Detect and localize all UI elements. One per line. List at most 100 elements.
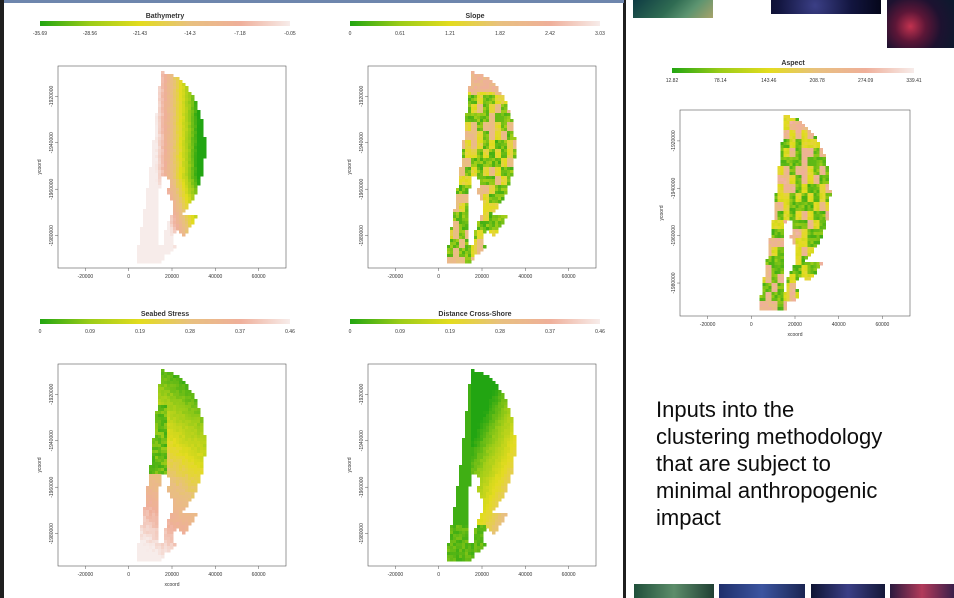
y-tick-label: -1980000 xyxy=(49,523,55,544)
y-tick-label: -1980000 xyxy=(671,272,677,293)
legend-tick-label: -7.18 xyxy=(234,31,246,37)
y-tick-label: -1980000 xyxy=(49,225,55,246)
legend-tick-label: 0.46 xyxy=(285,329,295,335)
x-tick-label: 20000 xyxy=(165,572,179,578)
legend-tick-label: 0.61 xyxy=(395,31,405,37)
footer-photo-3 xyxy=(811,584,885,598)
x-tick-label: -20000 xyxy=(388,274,404,280)
legend-title: Aspect xyxy=(781,60,805,67)
legend-tick-label: -35.69 xyxy=(33,31,47,37)
y-tick-label: -1960000 xyxy=(49,178,55,199)
y-tick-label: -1980000 xyxy=(359,523,365,544)
legend-tick-label: 1.82 xyxy=(495,31,505,37)
legend-color-bar xyxy=(350,21,600,26)
footer-photo-4 xyxy=(890,584,954,598)
x-tick-label: 20000 xyxy=(475,572,489,578)
bathymetry-map: Bathymetry -35.69 -28.56 -21.43 -14.3 -7.18 -0… xyxy=(33,13,296,280)
x-tick-label: -20000 xyxy=(700,322,716,328)
map-panel-distance-cross-shore: Distance Cross-Shore 0 0.09 0.19 0.28 0.37 0.4… xyxy=(338,304,620,598)
legend-tick-label: 12.82 xyxy=(666,78,679,84)
legend-color-bar xyxy=(672,68,914,73)
x-tick-label: 60000 xyxy=(252,274,266,280)
legend-title: Distance Cross-Shore xyxy=(438,311,511,318)
legend-tick-label: 1.21 xyxy=(445,31,455,37)
legend-tick-label: 0.28 xyxy=(495,329,505,335)
x-tick-label: 40000 xyxy=(518,274,532,280)
legend-tick-label: 2.42 xyxy=(545,31,555,37)
map-raster xyxy=(136,369,207,562)
x-tick-label: -20000 xyxy=(78,274,94,280)
x-tick-label: 20000 xyxy=(788,322,802,328)
legend-tick-label: 0.09 xyxy=(85,329,95,335)
legend-color-bar xyxy=(40,21,290,26)
x-tick-label: 0 xyxy=(127,274,130,280)
legend-color-bar xyxy=(40,319,290,324)
legend-tick-label: 0.19 xyxy=(445,329,455,335)
legend-tick-label: 0 xyxy=(39,329,42,335)
legend-tick-label: -21.43 xyxy=(133,31,147,37)
y-axis-label: ycoord xyxy=(37,159,43,174)
y-axis-label: ycoord xyxy=(347,159,353,174)
y-tick-label: -1940000 xyxy=(359,430,365,451)
legend-title: Seabed Stress xyxy=(141,311,189,318)
map-panel-seabed-stress: Seabed Stress 0 0.09 0.19 0.28 0.37 0.46 -19200… xyxy=(28,304,310,598)
legend-tick-label: 0 xyxy=(349,31,352,37)
map-panel-aspect: Aspect 12.82 78.14 143.46 208.78 274.09 339.41… xyxy=(644,56,944,356)
x-tick-label: 20000 xyxy=(165,274,179,280)
x-tick-label: 20000 xyxy=(475,274,489,280)
aspect-map: Aspect 12.82 78.14 143.46 208.78 274.09 339.41… xyxy=(659,60,922,338)
slide-left-border xyxy=(0,0,4,598)
x-tick-label: 60000 xyxy=(875,322,889,328)
x-tick-label: 40000 xyxy=(832,322,846,328)
header-photo-2 xyxy=(771,0,881,14)
y-tick-label: -1920000 xyxy=(359,384,365,405)
x-axis-label: xcoord xyxy=(787,332,802,338)
legend-tick-label: 0.19 xyxy=(135,329,145,335)
y-tick-label: -1960000 xyxy=(671,225,677,246)
x-tick-label: 0 xyxy=(437,572,440,578)
legend-tick-label: 0.46 xyxy=(595,329,605,335)
footer-photo-1 xyxy=(634,584,714,598)
header-photo-1 xyxy=(633,0,713,18)
legend-title: Bathymetry xyxy=(146,13,185,20)
y-tick-label: -1960000 xyxy=(359,476,365,497)
y-tick-label: -1940000 xyxy=(671,178,677,199)
caption-line: minimal anthropogenic xyxy=(656,478,878,503)
y-tick-label: -1940000 xyxy=(49,132,55,153)
y-axis-label: ycoord xyxy=(347,457,353,472)
x-tick-label: 40000 xyxy=(208,572,222,578)
y-tick-label: -1920000 xyxy=(671,130,677,151)
y-axis-label: ycoord xyxy=(659,205,665,220)
caption-line: clustering methodology xyxy=(656,424,883,449)
legend-title: Slope xyxy=(465,13,484,20)
legend-tick-label: 0.28 xyxy=(185,329,195,335)
distance-cross-shore-map: Distance Cross-Shore 0 0.09 0.19 0.28 0.37 0.4… xyxy=(347,311,605,578)
legend-tick-label: 3.03 xyxy=(595,31,605,37)
map-raster xyxy=(446,71,517,264)
x-tick-label: 60000 xyxy=(562,274,576,280)
x-tick-label: 60000 xyxy=(562,572,576,578)
legend-tick-label: 0.09 xyxy=(395,329,405,335)
caption-line: impact xyxy=(656,505,721,530)
y-tick-label: -1920000 xyxy=(359,86,365,107)
legend-tick-label: 339.41 xyxy=(906,78,922,84)
legend-tick-label: 0.37 xyxy=(545,329,555,335)
legend-tick-label: 143.46 xyxy=(761,78,777,84)
x-tick-label: -20000 xyxy=(388,572,404,578)
x-axis-label: xcoord xyxy=(164,582,179,588)
x-tick-label: 60000 xyxy=(252,572,266,578)
x-tick-label: 0 xyxy=(437,274,440,280)
top-accent-line xyxy=(4,0,624,3)
map-raster xyxy=(759,115,832,311)
caption-line: that are subject to xyxy=(656,451,831,476)
x-tick-label: 0 xyxy=(127,572,130,578)
legend-tick-label: -0.05 xyxy=(284,31,296,37)
legend-tick-label: 0.37 xyxy=(235,329,245,335)
y-tick-label: -1920000 xyxy=(49,384,55,405)
legend-tick-label: 0 xyxy=(349,329,352,335)
caption-line: Inputs into the xyxy=(656,397,795,422)
slope-map: Slope 0 0.61 1.21 1.82 2.42 3.03 -1920000 -19400… xyxy=(347,13,605,280)
footer-photo-2 xyxy=(719,584,805,598)
legend-color-bar xyxy=(350,319,600,324)
y-tick-label: -1980000 xyxy=(359,225,365,246)
